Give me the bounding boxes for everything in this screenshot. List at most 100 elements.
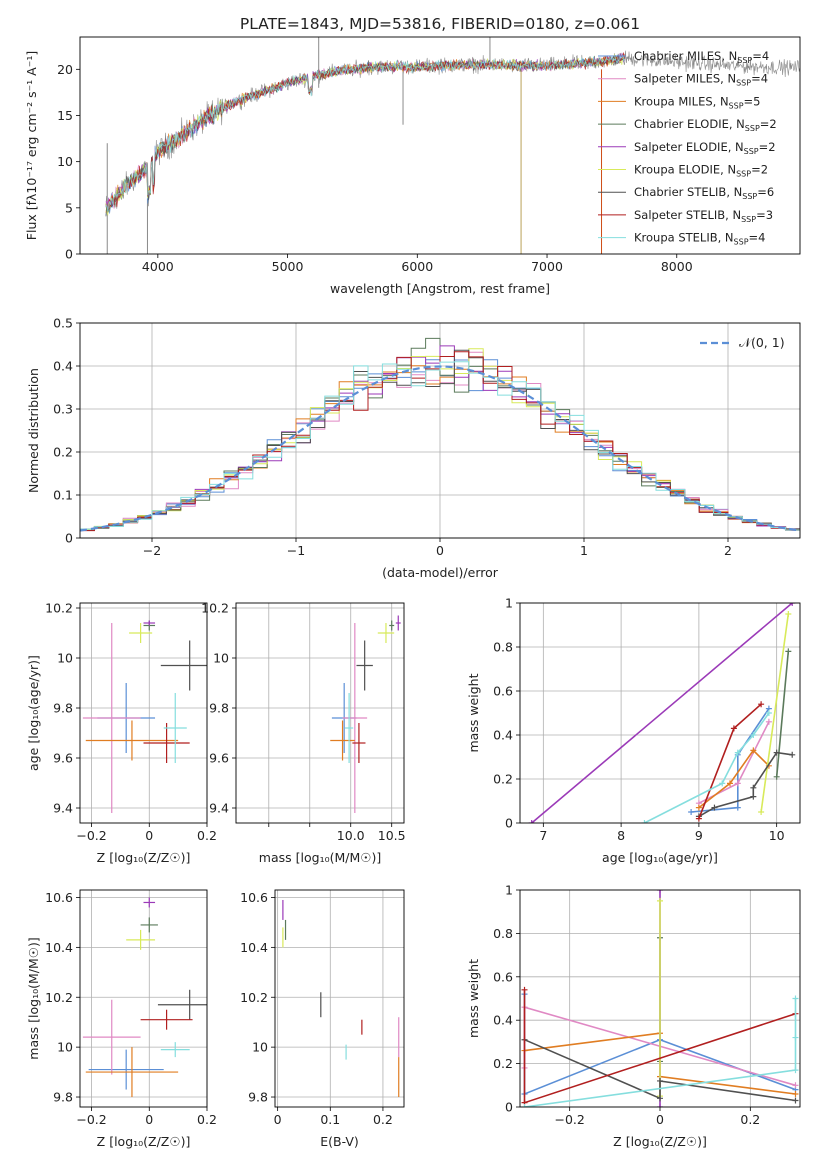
y-tick-label: 0.2 [493,772,513,787]
axes-border [235,602,405,824]
errorbar-chabrier-elodie [140,917,158,933]
axes-frame: −2 −1 0 1 2 0 0.1 0.2 0.3 0.4 0.5 (data-model)/erro… [26,316,801,580]
series-kroupa-miles [695,747,772,811]
series-marker [695,804,702,811]
errorbar-chabrier-miles [88,1049,164,1090]
plot-area [282,899,400,1098]
x-tick-label: 0.2 [197,1112,217,1127]
legend-label-salpeter-stelib: Salpeter STELIB, NSSP=3 [634,208,773,224]
axes-frame: −0.2 0 0.2 9.4 9.6 9.8 10 10.2 Z [log₁₀(Z/Z☉)] ag… [26,601,217,866]
x-tick-label: 0.2 [740,1112,760,1127]
errorbar-salpeter-stelib [143,723,190,763]
x-tick-label: −1 [287,543,305,558]
y-tick-label: 10.2 [45,990,73,1005]
y-tick-label: 10 [252,1040,268,1055]
series-marker [521,986,528,993]
y-tick-label: 1 [505,596,513,611]
series-marker [657,897,663,904]
series-marker [792,1082,799,1089]
series-marker [785,611,792,617]
x-tick-label: 7 [539,828,547,843]
y-tick-label: 15 [57,108,73,123]
series-marker [789,751,796,758]
series-chabrier-elodie [773,648,792,780]
panel-spectrum: 4000 5000 6000 7000 8000 0 5 10 15 20 wavelength [… [24,36,801,296]
series-marker [641,820,648,823]
x-axis-label: wavelength [Angstrom, rest frame] [330,281,550,296]
legend-label-kroupa-elodie: Kroupa ELODIE, NSSP=2 [634,163,768,179]
series-marker [521,1104,528,1107]
spectrum-legend: Chabrier MILES, NSSP=4 Salpeter MILES, NS… [598,49,777,247]
series-marker [657,1104,663,1107]
series-marker [773,773,780,780]
x-tick-label: 10 [769,828,785,843]
x-tick-label: 0 [656,1112,664,1127]
series-marker [750,747,757,754]
errorbar-chabrier-stelib [160,640,207,691]
axes-border [79,36,801,255]
axes-border [274,889,405,1108]
series-marker [758,809,765,815]
legend-label-salpeter-elodie: Salpeter ELODIE, NSSP=2 [634,140,776,156]
axes-frame: 10.0 10.5 9.4 9.6 9.8 10 10.2 mass [log₁₀(M/M☉)… [201,601,405,866]
y-tick-label: 10 [57,154,73,169]
errorbar-salpeter-miles [82,623,141,813]
y-tick-label: 0 [505,1100,513,1115]
y-tick-label: 10.6 [240,890,268,905]
series-chabrier-stelib [695,749,796,820]
errorbar-kroupa-miles [85,720,179,761]
series-marker [727,780,733,787]
y-tick-label: 9.8 [53,1090,73,1105]
y-tick-label: 0.3 [53,402,73,417]
axes-frame: 4000 5000 6000 7000 8000 0 5 10 15 20 wavelength [… [24,36,801,296]
series-marker [792,1034,799,1041]
errorbar-kroupa-stelib [160,1042,190,1058]
series-marker [734,749,741,756]
y-tick-label: 10.2 [201,601,229,616]
x-tick-label: 5000 [272,259,304,274]
panel-mass_vs_EBV: 0 0.1 0.2 9.8 10 10.2 10.4 10.6 E(B-V) [240,889,405,1149]
figure-title: PLATE=1843, MJD=53816, FIBERID=0180, z=0… [240,15,640,33]
errorbar-salpeter-elodie [395,615,401,631]
x-tick-label: −2 [143,543,161,558]
axes-frame: 7 8 9 10 0 0.2 0.4 0.6 0.8 1 age [log₁₀(age/yr)] ma… [466,596,801,865]
x-tick-label: 0.2 [373,1112,393,1127]
series-kroupa-stelib [641,710,772,823]
series-line [524,998,797,1107]
series-marker [792,995,799,1002]
x-tick-label: 8 [617,828,625,843]
axes-border [79,602,208,824]
x-tick-label: 1 [580,543,588,558]
x-tick-label: 0 [145,1112,153,1127]
y-tick-label: 0.5 [53,316,73,331]
plot-area [528,603,796,823]
y-tick-label: 0.2 [493,1056,513,1071]
y-tick-label: 0.4 [53,359,73,374]
y-tick-label: 0.8 [493,640,513,655]
y-tick-label: 0.2 [53,445,73,460]
series-marker [657,890,663,893]
series-salpeter-elodie [528,603,796,823]
panel-residuals: −2 −1 0 1 2 0 0.1 0.2 0.3 0.4 0.5 (data-model)/erro… [26,316,801,580]
y-tick-label: 0 [65,531,73,546]
plot-area [80,337,800,532]
x-tick-label: 0 [145,828,153,843]
series-marker [528,820,535,823]
errorbar-salpeter-elodie [143,897,156,908]
x-tick-label: 8000 [661,259,693,274]
series-marker [750,793,757,800]
plot-area [521,890,799,1107]
y-axis-label: Normed distribution [26,368,41,493]
y-tick-label: 9.4 [53,801,73,816]
errorbar-kroupa-elodie [126,929,156,950]
series-marker [765,710,772,716]
series-marker [657,1077,663,1084]
errorbar-chabrier-stelib [157,989,207,1020]
y-tick-label: 0.4 [493,728,513,743]
legend-label-chabrier-elodie: Chabrier ELODIE, NSSP=2 [634,117,777,133]
x-axis-label: mass [log₁₀(M/M☉)] [259,850,381,865]
series-line [775,651,790,777]
x-tick-label: 4000 [142,259,174,274]
y-tick-label: 10.4 [45,940,73,955]
x-tick-label: 0 [436,543,444,558]
